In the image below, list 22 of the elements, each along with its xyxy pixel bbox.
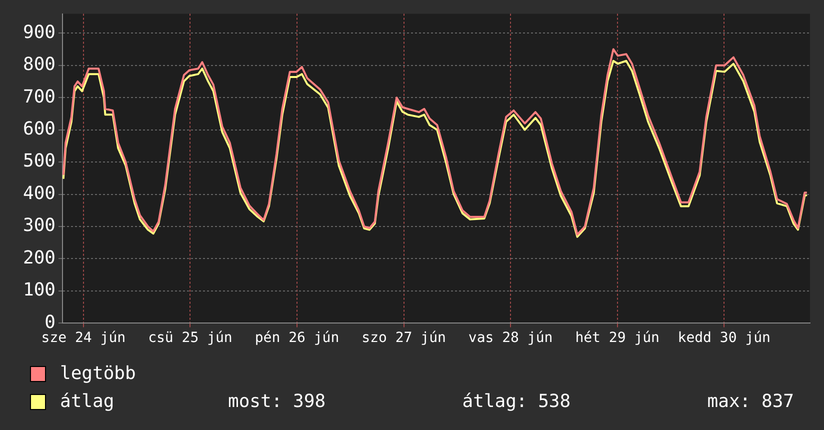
text: most: 398 (228, 390, 326, 414)
y-tick-label: 300 (22, 215, 56, 236)
y-tick-label: 600 (22, 118, 56, 140)
legend-label: legtöbb (60, 362, 136, 386)
legend-label: átlag (60, 390, 114, 414)
y-tick-label: 800 (22, 54, 56, 76)
y-tick-label: 900 (22, 22, 56, 43)
x-tick-label: csü 25 jún (148, 330, 232, 346)
y-tick-label: 500 (22, 150, 56, 172)
x-tick-label: szo 27 jún (362, 330, 446, 346)
y-tick-label: 0 (44, 312, 56, 333)
y-tick-label: 400 (22, 182, 56, 204)
y-tick-label: 200 (22, 247, 56, 268)
text: max: 837 (707, 390, 794, 414)
y-tick-label: 700 (22, 86, 56, 108)
x-tick-label: hét 29 jún (575, 330, 660, 346)
x-tick-label: kedd 30 jún (678, 330, 770, 346)
x-tick-label: sze 24 jún (41, 330, 126, 346)
x-tick-label: pén 26 jún (254, 330, 340, 346)
x-tick-label: vas 28 jún (468, 330, 553, 346)
y-tick-label: 100 (22, 280, 56, 301)
text: átlag: 538 (462, 390, 571, 414)
